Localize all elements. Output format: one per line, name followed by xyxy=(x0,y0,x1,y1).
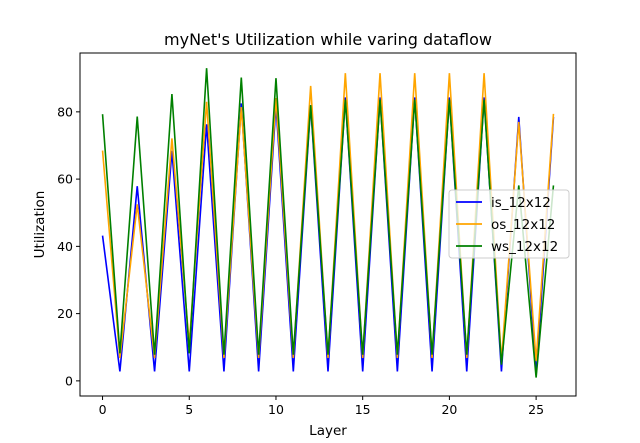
legend: is_12x12 os_12x12 ws_12x12 xyxy=(448,189,570,259)
legend-label: ws_12x12 xyxy=(491,239,558,255)
x-tick-label: 10 xyxy=(268,402,284,417)
x-tick-label: 25 xyxy=(528,402,544,417)
x-tick-label: 0 xyxy=(99,402,107,417)
legend-box xyxy=(448,189,570,259)
y-tick-label: 40 xyxy=(57,239,73,254)
chart-title: myNet's Utilization while varing dataflo… xyxy=(164,30,492,49)
x-tick-label: 5 xyxy=(185,402,193,417)
y-tick-label: 20 xyxy=(57,306,73,321)
legend-label: os_12x12 xyxy=(491,217,555,233)
y-axis-label: Utilization xyxy=(32,191,48,259)
y-tick-label: 80 xyxy=(57,104,73,119)
plot-frame xyxy=(79,52,577,397)
series-layer xyxy=(101,68,555,378)
x-axis: 0 5 10 15 20 25 xyxy=(99,396,544,417)
series-line-os_12x12 xyxy=(101,73,555,362)
x-axis-label: Layer xyxy=(309,423,347,439)
series-line-ws_12x12 xyxy=(101,68,555,378)
y-tick-label: 60 xyxy=(57,172,73,187)
y-axis: 0 20 40 60 80 xyxy=(57,104,80,388)
y-tick-label: 0 xyxy=(65,373,73,388)
legend-label: is_12x12 xyxy=(491,195,551,211)
x-tick-label: 20 xyxy=(441,402,457,417)
x-tick-label: 15 xyxy=(355,402,371,417)
